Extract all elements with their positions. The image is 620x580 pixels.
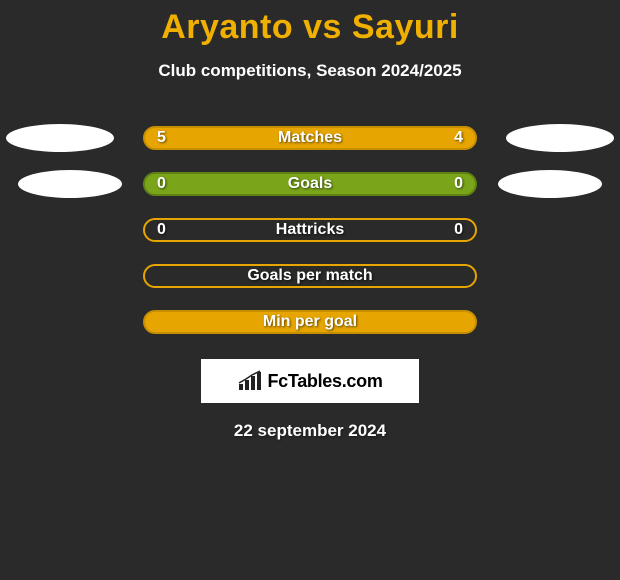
infographic-container: Aryanto vs Sayuri Club competitions, Sea…	[0, 0, 620, 441]
stat-row-min-per-goal: Min per goal	[0, 299, 620, 345]
right-value: 4	[454, 129, 463, 147]
stat-bar: 0 Goals 0	[143, 172, 477, 196]
stat-label: Goals	[288, 175, 332, 193]
right-ellipse	[506, 124, 614, 152]
stat-row-hattricks: 0 Hattricks 0	[0, 207, 620, 253]
stat-row-goals-per-match: Goals per match	[0, 253, 620, 299]
stat-bar: Goals per match	[143, 264, 477, 288]
logo-text: FcTables.com	[267, 371, 382, 392]
stat-label: Hattricks	[276, 221, 344, 239]
comparison-title: Aryanto vs Sayuri	[0, 8, 620, 47]
date-text: 22 september 2024	[0, 421, 620, 441]
logo-box: FcTables.com	[201, 359, 419, 403]
left-ellipse	[6, 124, 114, 152]
left-ellipse	[18, 170, 122, 198]
stat-label: Matches	[278, 129, 342, 147]
stat-row-goals: 0 Goals 0	[0, 161, 620, 207]
stat-label: Goals per match	[247, 267, 372, 285]
right-value: 0	[454, 175, 463, 193]
right-ellipse	[498, 170, 602, 198]
left-value: 0	[157, 175, 166, 193]
bar-chart-icon	[237, 370, 263, 392]
stat-bar: 0 Hattricks 0	[143, 218, 477, 242]
left-value: 5	[157, 129, 166, 147]
subtitle: Club competitions, Season 2024/2025	[0, 61, 620, 81]
logo: FcTables.com	[237, 370, 382, 392]
stat-row-matches: 5 Matches 4	[0, 115, 620, 161]
stat-bar: Min per goal	[143, 310, 477, 334]
stat-bar: 5 Matches 4	[143, 126, 477, 150]
right-value: 0	[454, 221, 463, 239]
stat-label: Min per goal	[263, 313, 357, 331]
left-value: 0	[157, 221, 166, 239]
